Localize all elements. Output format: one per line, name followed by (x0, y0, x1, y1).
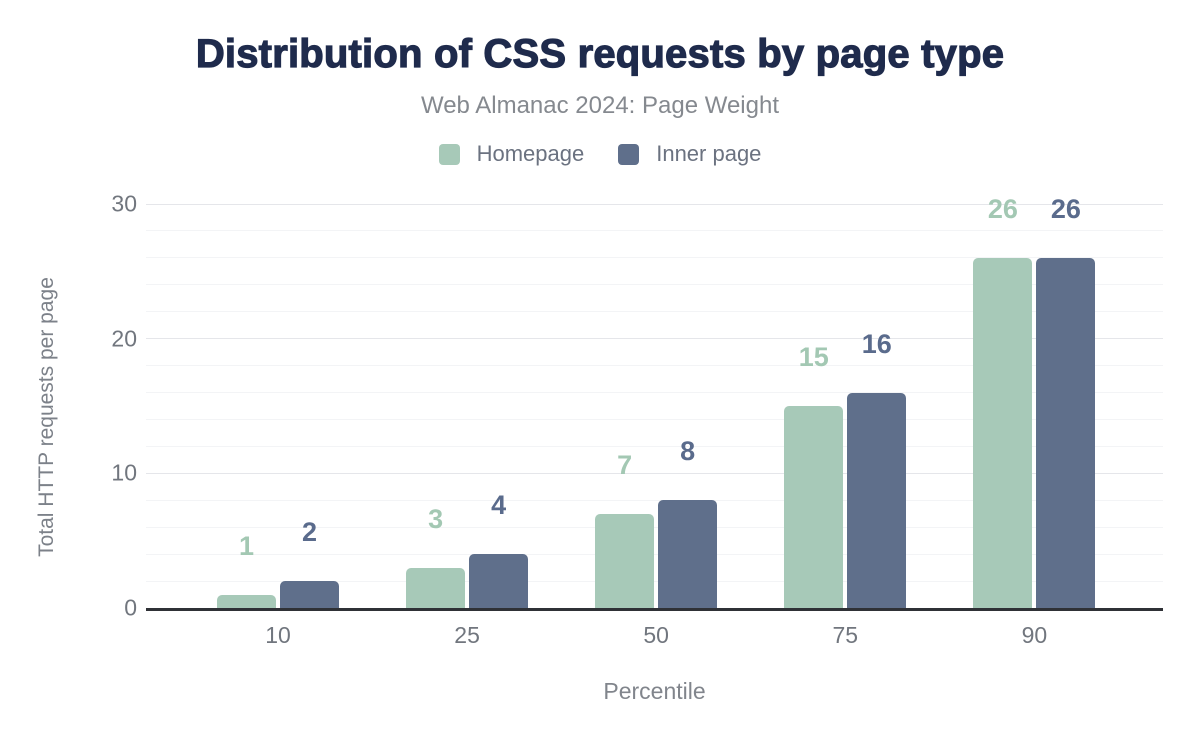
gridline-minor (146, 257, 1163, 259)
bar-value-label: 26 (987, 193, 1018, 224)
bar-value-label: 4 (491, 490, 507, 521)
legend-label-homepage: Homepage (476, 141, 585, 166)
y-tick-label: 0 (124, 594, 137, 621)
legend-label-inner-page: Inner page (656, 141, 762, 166)
x-tick-label: 75 (832, 622, 859, 648)
bar-value-label: 7 (617, 449, 633, 480)
bar-value-label: 16 (861, 328, 892, 359)
gridline-minor (146, 445, 1163, 447)
x-tick-label: 25 (454, 622, 480, 648)
bar-inner-page (469, 554, 529, 608)
bar-value-label: 2 (301, 517, 318, 548)
bar-value-label: 3 (428, 503, 444, 534)
bar-homepage (217, 594, 276, 608)
legend-swatch-inner-page (618, 143, 640, 165)
bar-value-label: 1 (238, 530, 255, 561)
bar-homepage (784, 406, 844, 608)
gridline-minor (146, 580, 1163, 582)
legend-item-homepage: Homepage (438, 141, 585, 167)
bar-homepage (973, 257, 1033, 608)
y-tick-label: 30 (111, 190, 137, 217)
y-axis-title: Total HTTP requests per page (35, 277, 58, 557)
x-tick-label: 90 (1021, 622, 1048, 648)
chart-subtitle: Web Almanac 2024: Page Weight (420, 92, 779, 119)
bar-inner-page (847, 392, 907, 608)
legend: Homepage Inner page (0, 141, 1200, 167)
chart-title: Distribution of CSS requests by page typ… (195, 31, 1005, 76)
x-axis-title: Percentile (603, 678, 706, 704)
bar-value-label: 15 (798, 342, 829, 372)
gridline-minor (146, 418, 1163, 420)
gridline-minor (146, 392, 1163, 394)
gridline-major (146, 203, 1163, 205)
x-tick-label: 10 (265, 622, 291, 648)
gridline-minor (146, 526, 1163, 528)
x-tick-label: 50 (643, 622, 669, 648)
x-axis-line (146, 608, 1163, 611)
legend-item-inner-page: Inner page (618, 141, 761, 167)
bar-value-label: 8 (680, 436, 696, 467)
gridline-minor (146, 499, 1163, 501)
gridline-major (146, 338, 1163, 340)
bar-inner-page (658, 500, 718, 608)
gridline-minor (146, 230, 1163, 232)
bar-homepage (406, 567, 466, 608)
gridline-minor (146, 365, 1163, 367)
bar-inner-page (280, 581, 339, 608)
gridline-minor (146, 553, 1163, 555)
plot-area: Percentile 0 10 20 30 1 2 10 3 4 25 7 8 50 15 16 75 26 26… (111, 191, 1163, 704)
bar-homepage (595, 513, 655, 608)
bar-inner-page (1036, 257, 1096, 608)
gridline-major (146, 472, 1163, 474)
bar-value-label: 26 (1050, 193, 1081, 224)
gridline-minor (146, 284, 1163, 286)
gridline-minor (146, 311, 1163, 313)
y-tick-label: 10 (111, 459, 137, 486)
legend-swatch-homepage (438, 143, 460, 165)
y-tick-label: 20 (111, 325, 137, 352)
